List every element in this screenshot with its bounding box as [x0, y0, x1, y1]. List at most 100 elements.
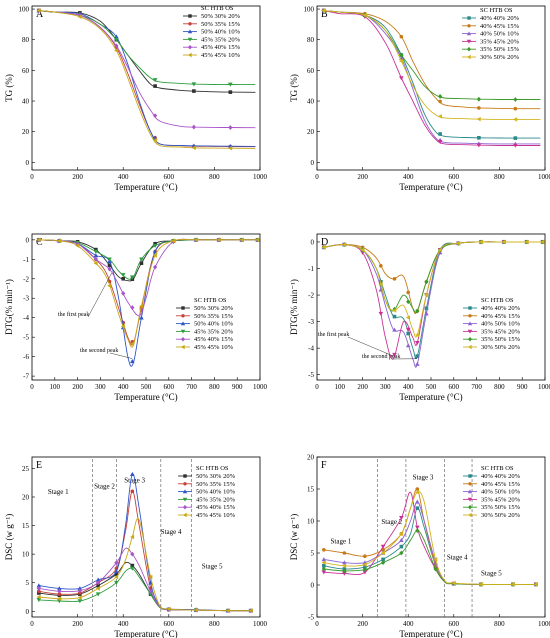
legend-entry: 40% 40% 20% — [481, 473, 521, 480]
y-axis-label: DTG(% min⁻¹) — [289, 279, 299, 335]
plot-frame — [31, 456, 261, 618]
x-tick-label: 600 — [449, 383, 460, 391]
data-point — [228, 145, 233, 151]
stage-label: Stage 1 — [331, 537, 352, 545]
data-point — [130, 359, 135, 364]
legend-marker — [468, 474, 472, 478]
x-tick-label: 0 — [30, 383, 34, 391]
data-point — [36, 586, 41, 591]
x-tick-label: 200 — [357, 173, 368, 181]
data-point — [406, 331, 410, 336]
legend-entry: 40% 50% 10% — [480, 31, 520, 38]
series-line — [38, 239, 258, 280]
stage-label: Stage 3 — [413, 473, 434, 481]
legend-entry: 45% 45% 10% — [194, 344, 234, 351]
data-point — [415, 499, 420, 504]
data-point — [130, 305, 135, 310]
legend-marker — [467, 497, 473, 502]
legend-marker — [180, 344, 185, 350]
y-tick-label: 100 — [304, 6, 315, 14]
legend-marker — [187, 29, 193, 34]
series-4 — [36, 566, 254, 614]
data-point — [392, 277, 397, 281]
data-point — [478, 239, 483, 245]
legend-marker — [468, 306, 472, 310]
data-point — [153, 84, 157, 88]
data-point — [114, 37, 119, 43]
series-line — [38, 10, 256, 129]
y-tick-label: 40 — [307, 98, 315, 106]
data-point — [121, 276, 125, 281]
data-point — [533, 582, 538, 587]
x-tick-label: 300 — [380, 383, 391, 391]
data-point — [513, 106, 518, 111]
legend-marker — [467, 329, 473, 334]
data-point — [36, 8, 41, 13]
data-point — [77, 595, 82, 600]
data-point — [36, 237, 41, 243]
y-axis-label: DSC (w g⁻¹) — [4, 514, 14, 560]
y-tick-label: 0 — [311, 159, 315, 167]
y-tick-label: -2 — [23, 275, 29, 283]
legend-entry: 50% 30% 20% — [201, 13, 241, 20]
x-tick-label: 800 — [494, 383, 505, 391]
x-tick-label: 600 — [449, 173, 460, 181]
data-point — [378, 311, 384, 316]
data-point — [114, 48, 119, 53]
data-point — [75, 243, 80, 248]
data-point — [438, 132, 442, 136]
y-tick-label: 20 — [307, 128, 315, 136]
legend-marker — [183, 504, 187, 510]
data-point — [93, 253, 99, 258]
data-point — [171, 238, 176, 244]
legend-entry: 35% 50% 15% — [481, 336, 521, 343]
annotation-arrow — [347, 336, 394, 357]
x-tick-label: 1000 — [538, 173, 550, 181]
legend-marker — [467, 489, 473, 494]
x-tick-label: 1000 — [253, 620, 268, 628]
chart-panel-f: F02004006008001000-505101520Temperature … — [289, 454, 550, 638]
data-point — [95, 577, 101, 582]
data-point — [399, 550, 404, 556]
x-tick-label: 400 — [118, 620, 129, 628]
data-point — [139, 261, 144, 265]
data-point — [107, 263, 112, 267]
y-axis-label: DSC (w g⁻¹) — [289, 514, 299, 560]
legend-entry: 40% 45% 15% — [480, 23, 520, 30]
data-point — [96, 583, 100, 588]
legend-marker — [467, 321, 473, 326]
data-point — [57, 586, 62, 591]
y-axis-label: TG (%) — [289, 74, 299, 102]
data-point — [114, 574, 119, 580]
x-axis-label: Temperature (°C) — [399, 392, 462, 402]
panel-label: A — [36, 9, 44, 20]
plot-frame — [316, 5, 546, 171]
y-tick-label: 15 — [307, 486, 315, 494]
x-tick-label: 900 — [232, 383, 243, 391]
data-point — [321, 570, 327, 575]
data-point — [476, 143, 482, 148]
y-tick-label: 0 — [26, 159, 30, 167]
x-tick-label: 0 — [315, 620, 319, 628]
chart-panel-b: B 0 200 400 600 800 1000 0 20 40 60 80 100 Temperatur… — [289, 6, 550, 192]
data-point — [362, 570, 368, 575]
stage-label: Stage 2 — [94, 482, 115, 490]
legend-marker — [183, 474, 187, 478]
y-tick-label: 25 — [22, 465, 30, 473]
data-point — [342, 571, 347, 576]
data-point — [513, 136, 518, 140]
data-point — [476, 116, 481, 122]
x-tick-label: 0 — [315, 173, 319, 181]
series-line — [323, 10, 541, 146]
legend-marker — [182, 489, 188, 494]
data-point — [114, 34, 119, 39]
data-point — [381, 548, 385, 552]
data-point — [239, 237, 244, 243]
data-point — [342, 563, 347, 569]
x-tick-label: 1000 — [538, 620, 550, 628]
legend-entry: 50% 35% 15% — [201, 21, 241, 28]
legend-marker — [181, 336, 185, 342]
data-point — [77, 588, 82, 594]
x-tick-label: 1000 — [253, 383, 268, 391]
